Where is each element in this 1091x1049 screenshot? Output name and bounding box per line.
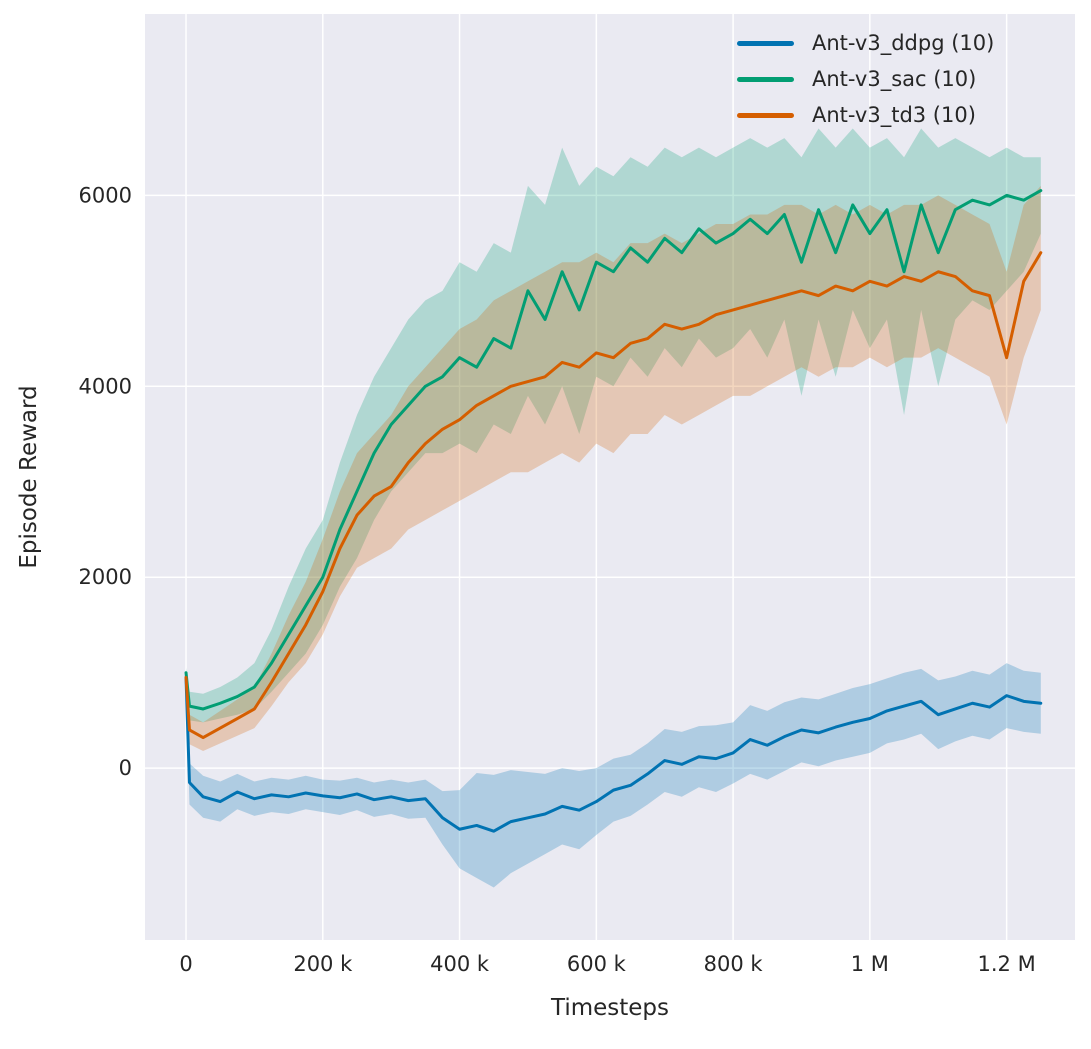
legend-line-swatch-sac <box>737 77 794 83</box>
legend-label-td3: Ant-v3_td3 (10) <box>812 103 976 128</box>
series-line <box>184 189 1043 711</box>
y-tick-label: 0 <box>119 756 132 780</box>
x-tick-label: 800 k <box>704 952 764 976</box>
axes-background <box>145 14 1075 940</box>
legend-label-ddpg: Ant-v3_ddpg (10) <box>812 31 995 55</box>
y-tick-label: 6000 <box>79 183 132 207</box>
legend-line-swatch-ddpg <box>737 41 794 47</box>
x-tick-label: 600 k <box>567 952 627 976</box>
x-tick-label: 1 M <box>851 952 889 976</box>
legend-item-td3: Ant-v3_td3 (10) <box>737 104 994 127</box>
y-tick-label: 2000 <box>79 565 132 589</box>
confidence-band <box>186 128 1041 723</box>
x-tick-label: 200 k <box>293 952 353 976</box>
legend-item-ddpg: Ant-v3_ddpg (10) <box>737 31 995 55</box>
x-tick-label: 0 <box>179 952 192 976</box>
legend: Ant-v3_ddpg (10) Ant-v3_sac (10) Ant-v3_… <box>737 31 995 127</box>
x-axis-label: Timesteps <box>550 995 669 1021</box>
y-axis-label: Episode Reward <box>16 385 42 568</box>
legend-label-sac: Ant-v3_sac (10) <box>812 67 977 92</box>
x-tick-label: 400 k <box>430 952 490 976</box>
series-line <box>184 251 1043 740</box>
confidence-band <box>186 663 1041 888</box>
x-tick-label: 1.2 M <box>978 952 1036 976</box>
y-tick-label: 4000 <box>79 374 132 398</box>
series-line <box>184 675 1043 833</box>
legend-item-sac: Ant-v3_sac (10) <box>737 67 994 92</box>
confidence-band <box>186 185 1041 751</box>
legend-line-swatch-td3 <box>737 113 794 119</box>
